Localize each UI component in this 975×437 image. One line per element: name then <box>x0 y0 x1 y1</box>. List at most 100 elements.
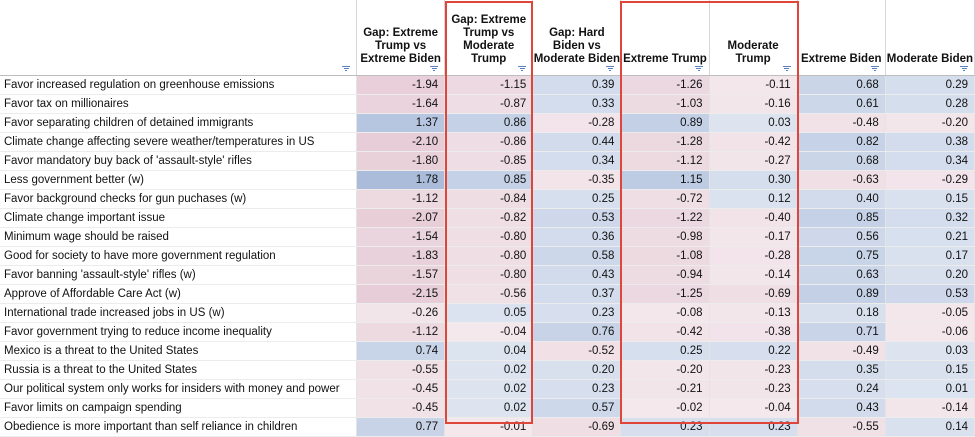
value-cell[interactable]: 0.25 <box>532 189 622 209</box>
value-cell[interactable]: -0.04 <box>709 398 798 418</box>
value-cell[interactable]: -0.13 <box>709 303 798 323</box>
value-cell[interactable]: 0.33 <box>532 94 622 114</box>
row-label-cell[interactable]: Favor banning 'assault-style' rifles (w) <box>0 265 358 285</box>
value-cell[interactable]: -0.23 <box>709 379 798 399</box>
value-cell[interactable]: 0.23 <box>709 417 798 437</box>
value-cell[interactable]: -0.45 <box>356 379 446 399</box>
value-cell[interactable]: -0.98 <box>620 227 710 247</box>
filter-icon[interactable] <box>606 66 615 72</box>
value-cell[interactable]: 0.17 <box>885 246 975 266</box>
value-cell[interactable]: 0.04 <box>444 341 534 361</box>
value-cell[interactable]: -0.14 <box>885 398 975 418</box>
value-cell[interactable]: 0.02 <box>444 360 534 380</box>
value-cell[interactable]: -0.56 <box>444 284 534 304</box>
value-cell[interactable]: 0.40 <box>797 189 886 209</box>
value-cell[interactable]: -1.15 <box>444 75 534 95</box>
value-cell[interactable]: 0.02 <box>444 398 534 418</box>
value-cell[interactable]: 0.89 <box>620 113 710 133</box>
value-cell[interactable]: 0.38 <box>885 132 975 152</box>
value-cell[interactable]: 0.86 <box>444 113 534 133</box>
value-cell[interactable]: -0.02 <box>620 398 710 418</box>
row-label-cell[interactable]: Favor separating children of detained im… <box>0 113 358 133</box>
value-cell[interactable]: -0.42 <box>620 322 710 342</box>
value-cell[interactable]: -0.72 <box>620 189 710 209</box>
row-label-cell[interactable]: Favor mandatory buy back of 'assault-sty… <box>0 151 358 171</box>
value-cell[interactable]: -0.84 <box>444 189 534 209</box>
row-label-cell[interactable]: Good for society to have more government… <box>0 246 358 266</box>
value-cell[interactable]: -0.16 <box>709 94 798 114</box>
value-cell[interactable]: -1.08 <box>620 246 710 266</box>
value-cell[interactable]: 0.32 <box>885 208 975 228</box>
value-cell[interactable]: 0.23 <box>532 303 622 323</box>
row-label-cell[interactable]: Favor background checks for gun puchases… <box>0 189 358 209</box>
value-cell[interactable]: 0.18 <box>797 303 886 323</box>
value-cell[interactable]: 0.82 <box>797 132 886 152</box>
value-cell[interactable]: -0.80 <box>444 227 534 247</box>
value-cell[interactable]: -0.11 <box>709 75 798 95</box>
value-cell[interactable]: 0.03 <box>885 341 975 361</box>
value-cell[interactable]: -0.82 <box>444 208 534 228</box>
value-cell[interactable]: 0.61 <box>797 94 886 114</box>
value-cell[interactable]: -0.69 <box>532 417 622 437</box>
value-cell[interactable]: 0.68 <box>797 151 886 171</box>
value-cell[interactable]: -0.80 <box>444 246 534 266</box>
value-cell[interactable]: 0.05 <box>444 303 534 323</box>
value-cell[interactable]: 0.36 <box>532 227 622 247</box>
value-cell[interactable]: -0.17 <box>709 227 798 247</box>
value-cell[interactable]: 0.12 <box>709 189 798 209</box>
value-cell[interactable]: -0.01 <box>444 417 534 437</box>
value-cell[interactable]: -0.20 <box>885 113 975 133</box>
value-cell[interactable]: 0.58 <box>532 246 622 266</box>
value-cell[interactable]: 0.14 <box>885 417 975 437</box>
row-label-cell[interactable]: International trade increased jobs in US… <box>0 303 358 323</box>
value-cell[interactable]: 1.37 <box>356 113 446 133</box>
value-cell[interactable]: 0.15 <box>885 189 975 209</box>
value-cell[interactable]: -0.04 <box>444 322 534 342</box>
value-cell[interactable]: 0.23 <box>532 379 622 399</box>
value-cell[interactable]: 0.44 <box>532 132 622 152</box>
value-cell[interactable]: 0.25 <box>620 341 710 361</box>
value-cell[interactable]: -0.48 <box>797 113 886 133</box>
row-label-cell[interactable]: Approve of Affordable Care Act (w) <box>0 284 358 304</box>
value-cell[interactable]: 0.43 <box>797 398 886 418</box>
value-cell[interactable]: 0.30 <box>709 170 798 190</box>
value-cell[interactable]: 0.74 <box>356 341 446 361</box>
column-header-5[interactable]: Moderate Trump <box>709 0 798 76</box>
value-cell[interactable]: 0.20 <box>885 265 975 285</box>
row-label-cell[interactable]: Less government better (w) <box>0 170 358 190</box>
value-cell[interactable]: -0.29 <box>885 170 975 190</box>
row-label-cell[interactable]: Our political system only works for insi… <box>0 379 358 399</box>
row-label-cell[interactable]: Obedience is more important than self re… <box>0 417 358 437</box>
value-cell[interactable]: 0.24 <box>797 379 886 399</box>
value-cell[interactable]: -0.21 <box>620 379 710 399</box>
value-cell[interactable]: -0.45 <box>356 398 446 418</box>
value-cell[interactable]: -0.28 <box>532 113 622 133</box>
value-cell[interactable]: -1.22 <box>620 208 710 228</box>
value-cell[interactable]: -1.57 <box>356 265 446 285</box>
value-cell[interactable]: -0.38 <box>709 322 798 342</box>
value-cell[interactable]: -0.80 <box>444 265 534 285</box>
value-cell[interactable]: -1.25 <box>620 284 710 304</box>
value-cell[interactable]: -1.03 <box>620 94 710 114</box>
value-cell[interactable]: 0.15 <box>885 360 975 380</box>
value-cell[interactable]: -0.87 <box>444 94 534 114</box>
value-cell[interactable]: 0.20 <box>532 360 622 380</box>
value-cell[interactable]: -0.05 <box>885 303 975 323</box>
column-header-4[interactable]: Extreme Trump <box>620 0 710 76</box>
value-cell[interactable]: 0.56 <box>797 227 886 247</box>
value-cell[interactable]: 0.43 <box>532 265 622 285</box>
value-cell[interactable]: 0.85 <box>797 208 886 228</box>
value-cell[interactable]: -0.52 <box>532 341 622 361</box>
filter-icon[interactable] <box>870 66 879 72</box>
value-cell[interactable]: 0.34 <box>885 151 975 171</box>
value-cell[interactable]: 0.75 <box>797 246 886 266</box>
value-cell[interactable]: 0.85 <box>444 170 534 190</box>
value-cell[interactable]: -0.08 <box>620 303 710 323</box>
value-cell[interactable]: -0.06 <box>885 322 975 342</box>
column-header-3[interactable]: Gap: Hard Biden vs Moderate Biden <box>532 0 622 76</box>
value-cell[interactable]: -0.55 <box>797 417 886 437</box>
value-cell[interactable]: -2.15 <box>356 284 446 304</box>
value-cell[interactable]: 0.03 <box>709 113 798 133</box>
value-cell[interactable]: 1.78 <box>356 170 446 190</box>
row-label-cell[interactable]: Mexico is a threat to the United States <box>0 341 358 361</box>
